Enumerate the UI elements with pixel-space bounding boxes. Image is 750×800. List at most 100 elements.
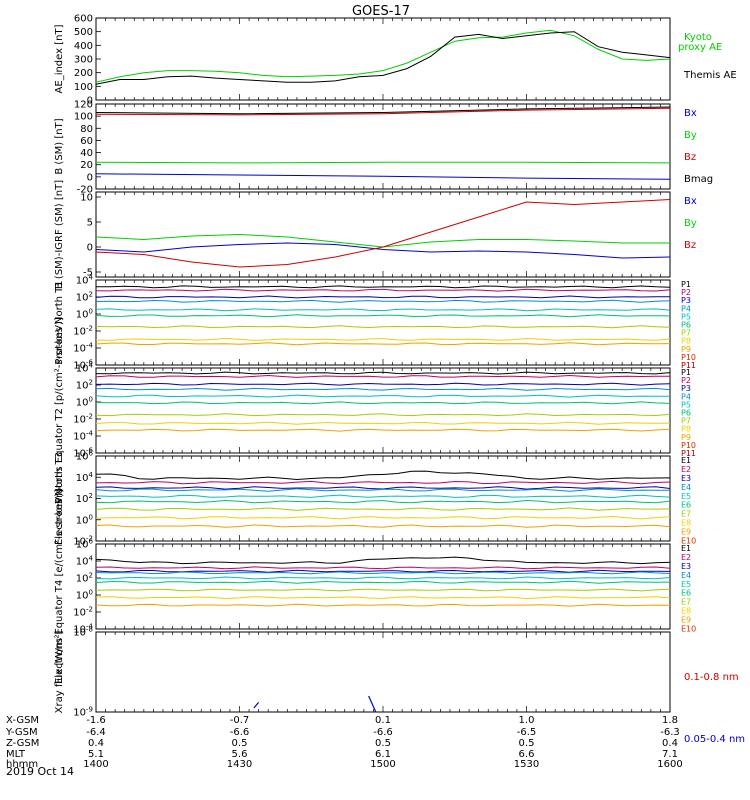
ephemeris-value: 1430 xyxy=(227,759,252,770)
channel-line xyxy=(95,371,671,375)
y-tick-label: 102 xyxy=(76,572,93,585)
y-tick-label: 100 xyxy=(76,513,93,526)
y-axis-label: Electrons Equator T4 [e/(cm²-s-sr-keV)] xyxy=(54,489,65,684)
series-line xyxy=(253,702,260,709)
legend-label: E6 xyxy=(681,589,691,598)
legend-label: P1 xyxy=(681,368,691,377)
y-tick-label: 5 xyxy=(87,218,93,229)
ephemeris-value: 0.5 xyxy=(519,738,535,749)
y-tick-label: 104 xyxy=(76,471,94,484)
channel-line xyxy=(95,374,670,378)
ephemeris-row-label: X-GSM xyxy=(6,715,39,726)
y-tick-label: 500 xyxy=(74,27,93,38)
channel-line xyxy=(95,480,671,485)
y-tick-label: 10-2 xyxy=(73,606,93,619)
y-tick-label: 100 xyxy=(76,308,93,321)
panel-frame xyxy=(95,455,671,542)
y-tick-label: 80 xyxy=(80,124,93,135)
panel-3: B (SM)-IGRF (SM) [nT] -5 0 5 10 Bx By Bz xyxy=(54,180,697,289)
y-tick-label: 10 xyxy=(80,193,93,204)
ephemeris-table: X-GSMY-GSMZ-GSMMLThhmm-1.6-6.40.45.11400… xyxy=(5,715,683,770)
y-tick-label: 100 xyxy=(76,589,93,602)
y-tick-label: 0 xyxy=(87,96,93,107)
y-tick-label: 100 xyxy=(74,82,93,93)
y-tick-label: 10-8 xyxy=(73,626,93,639)
channel-line xyxy=(95,515,671,520)
channel-line xyxy=(95,299,671,303)
y-tick-label: 102 xyxy=(76,379,93,392)
channel-line xyxy=(95,494,671,499)
y-tick-label: 100 xyxy=(76,396,93,409)
y-tick-label: 120 xyxy=(74,100,93,111)
channel-line xyxy=(95,428,671,432)
ephemeris-value: -6.3 xyxy=(660,727,680,738)
legend-label: E10 xyxy=(681,625,696,634)
legend-label: P6 xyxy=(681,320,691,329)
ephemeris-value: 0.5 xyxy=(375,738,391,749)
ephemeris-value: 0.4 xyxy=(88,738,104,749)
channel-line xyxy=(95,576,671,580)
series-line xyxy=(95,233,670,248)
channel-line xyxy=(95,314,671,318)
series-line xyxy=(95,242,671,259)
legend-label: E5 xyxy=(681,492,691,501)
ephemeris-value: -1.6 xyxy=(86,715,106,726)
channel-line xyxy=(95,325,671,329)
legend-label: E1 xyxy=(681,544,691,553)
channel-line xyxy=(95,596,671,600)
legend-label: E7 xyxy=(681,598,691,607)
y-tick-label: 10-2 xyxy=(73,413,93,426)
y-tick-label: 20 xyxy=(80,160,93,171)
ephemeris-value: 1.8 xyxy=(662,715,678,726)
ephemeris-value: 7.1 xyxy=(662,749,678,760)
legend-label: E9 xyxy=(681,616,691,625)
legend-label: P7 xyxy=(681,417,691,426)
y-axis-label: AE_index [nT] xyxy=(54,24,65,93)
legend-label: P5 xyxy=(681,312,691,321)
series-line xyxy=(95,173,671,180)
panel-frame xyxy=(95,543,671,630)
series-line xyxy=(95,29,671,83)
y-tick-label: 106 xyxy=(76,538,94,551)
channel-line xyxy=(95,524,671,528)
panel-5: Protons Equator T2 [p/(cm²-s-sr-keV)] 104… xyxy=(54,317,696,504)
channel-line xyxy=(95,556,671,565)
legend-label: P7 xyxy=(681,329,691,338)
channel-line xyxy=(95,308,671,312)
legend-label: E2 xyxy=(681,553,691,562)
panel-frame xyxy=(95,191,671,278)
legend-label: P3 xyxy=(681,384,691,393)
legend-label: E2 xyxy=(681,465,691,474)
legend-label: E10 xyxy=(681,537,696,546)
channel-line xyxy=(95,486,671,490)
legend-label: P5 xyxy=(681,400,691,409)
ephemeris-row-label: Y-GSM xyxy=(5,727,38,738)
y-tick-label: 200 xyxy=(74,68,93,79)
legend-label: By xyxy=(684,218,697,229)
ephemeris-value: 1500 xyxy=(370,759,395,770)
y-tick-label: 0 xyxy=(87,172,93,183)
panel-frame xyxy=(95,367,671,454)
plot-title: GOES-17 xyxy=(352,4,410,19)
y-tick-label: 60 xyxy=(80,136,93,147)
channel-line xyxy=(95,507,671,511)
ephemeris-row-label: MLT xyxy=(6,749,26,760)
channel-line xyxy=(95,571,671,575)
ephemeris-value: 0.1 xyxy=(375,715,391,726)
y-tick-label: 10-4 xyxy=(73,430,93,443)
series-line xyxy=(95,31,671,85)
y-axis-label: Protons North T1 xyxy=(54,280,65,364)
panel-4: Protons North T1 10410210010-210-410-6P1P… xyxy=(54,274,696,372)
channel-line xyxy=(95,382,671,386)
legend-label: E6 xyxy=(681,501,691,510)
legend-label: 0.05-0.4 nm xyxy=(684,734,745,745)
ephemeris-value: 6.1 xyxy=(375,749,391,760)
ephemeris-value: 1600 xyxy=(657,759,682,770)
channel-line xyxy=(95,387,671,391)
channel-line xyxy=(95,470,671,481)
panel-frame xyxy=(95,279,671,366)
y-axis-label: Xray flux [W/m²] xyxy=(54,631,65,714)
legend-label: P11 xyxy=(681,449,696,458)
y-tick-label: 106 xyxy=(76,450,94,463)
